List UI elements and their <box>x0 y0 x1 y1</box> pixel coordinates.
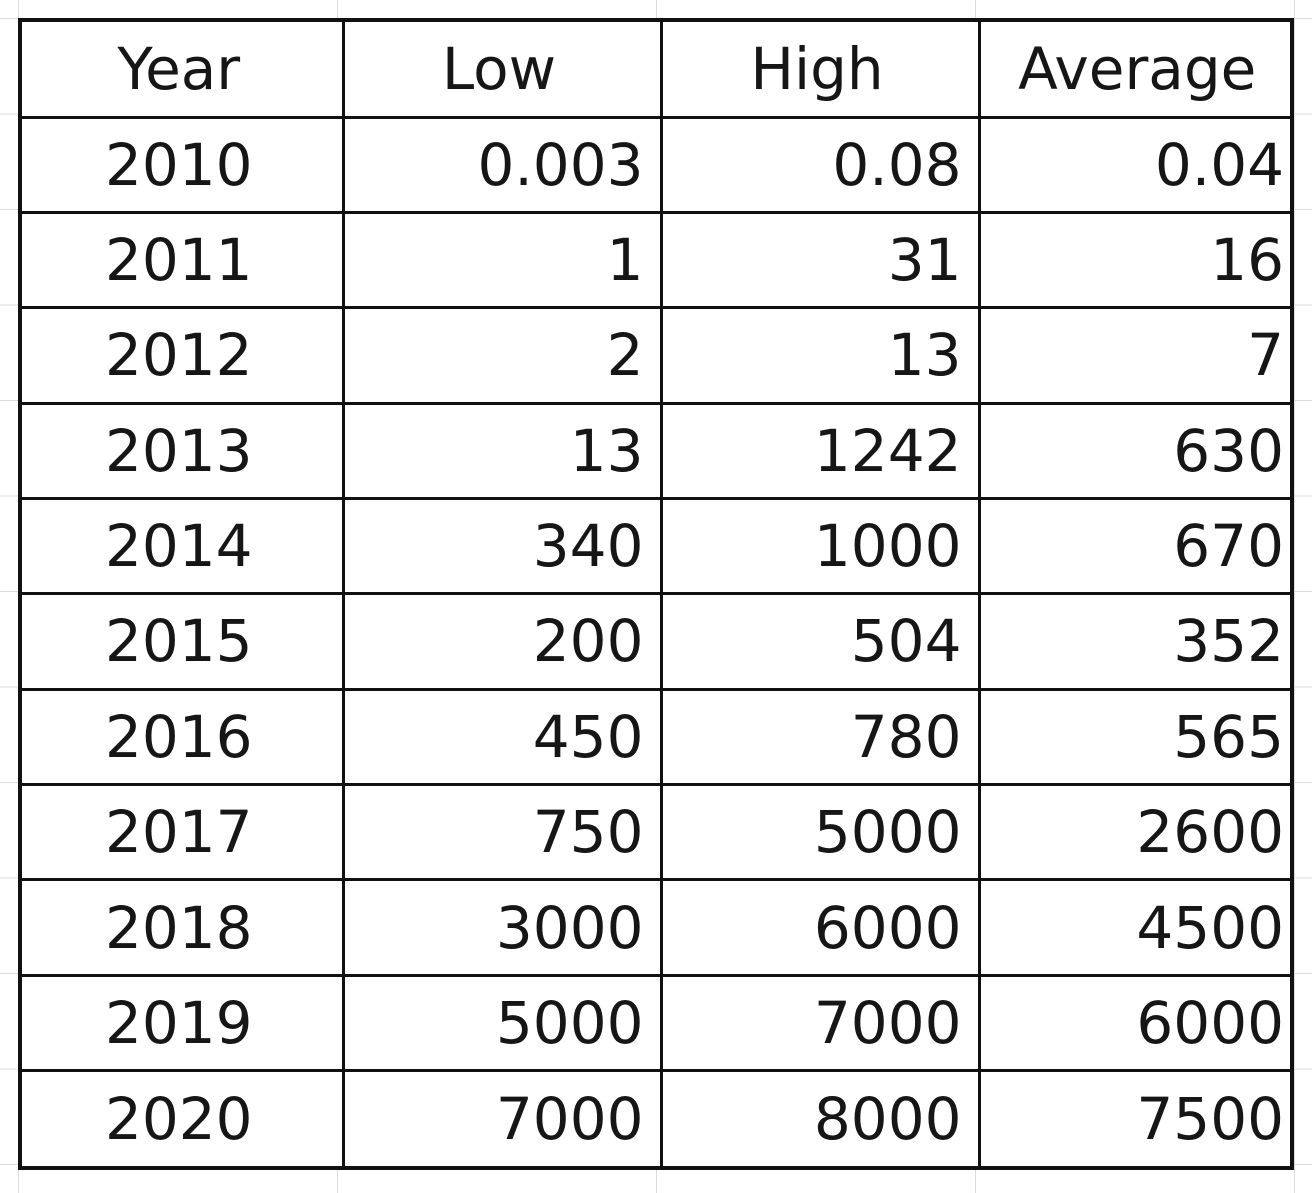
average-cell[interactable]: 4500 <box>977 878 1294 977</box>
high-cell[interactable]: 7000 <box>659 973 981 1073</box>
low-cell[interactable]: 7000 <box>341 1069 663 1166</box>
average-cell[interactable]: 2600 <box>977 783 1294 882</box>
average-cell[interactable]: 565 <box>977 687 1294 787</box>
high-cell[interactable]: 0.08 <box>659 115 981 214</box>
low-cell[interactable]: 200 <box>341 592 663 691</box>
header-cell-average[interactable]: Average <box>977 22 1294 119</box>
high-cell[interactable]: 31 <box>659 210 981 310</box>
year-cell[interactable]: 2013 <box>22 401 345 500</box>
table-row: 2013 13 1242 630 <box>22 401 1294 500</box>
low-cell[interactable]: 2 <box>341 306 663 405</box>
year-cell[interactable]: 2018 <box>22 878 345 977</box>
table-row: 2020 7000 8000 7500 <box>22 1069 1294 1166</box>
low-cell[interactable]: 5000 <box>341 973 663 1073</box>
year-cell[interactable]: 2016 <box>22 687 345 787</box>
year-cell[interactable]: 2012 <box>22 306 345 405</box>
year-cell[interactable]: 2019 <box>22 973 345 1073</box>
average-cell[interactable]: 7 <box>977 306 1294 405</box>
table-row: 2015 200 504 352 <box>22 592 1294 691</box>
header-cell-year[interactable]: Year <box>22 22 345 119</box>
table-row: 2018 3000 6000 4500 <box>22 878 1294 977</box>
high-cell[interactable]: 13 <box>659 306 981 405</box>
high-cell[interactable]: 1000 <box>659 496 981 596</box>
year-cell[interactable]: 2020 <box>22 1069 345 1166</box>
average-cell[interactable]: 670 <box>977 496 1294 596</box>
low-cell[interactable]: 1 <box>341 210 663 310</box>
average-cell[interactable]: 630 <box>977 401 1294 500</box>
low-cell[interactable]: 0.003 <box>341 115 663 214</box>
header-cell-low[interactable]: Low <box>341 22 663 119</box>
average-cell[interactable]: 7500 <box>977 1069 1294 1166</box>
table-row: 2012 2 13 7 <box>22 306 1294 405</box>
year-cell[interactable]: 2010 <box>22 115 345 214</box>
table-row: 2019 5000 7000 6000 <box>22 973 1294 1073</box>
low-cell[interactable]: 3000 <box>341 878 663 977</box>
average-cell[interactable]: 6000 <box>977 973 1294 1073</box>
high-cell[interactable]: 6000 <box>659 878 981 977</box>
year-cell[interactable]: 2015 <box>22 592 345 691</box>
yearly-low-high-average-table: Year Low High Average 2010 0.003 0.08 0.… <box>22 22 1294 1166</box>
header-cell-high[interactable]: High <box>659 22 981 119</box>
high-cell[interactable]: 5000 <box>659 783 981 882</box>
year-cell[interactable]: 2014 <box>22 496 345 596</box>
average-cell[interactable]: 0.04 <box>977 115 1294 214</box>
low-cell[interactable]: 13 <box>341 401 663 500</box>
table-row: 2017 750 5000 2600 <box>22 783 1294 882</box>
average-cell[interactable]: 16 <box>977 210 1294 310</box>
low-cell[interactable]: 450 <box>341 687 663 787</box>
average-cell[interactable]: 352 <box>977 592 1294 691</box>
high-cell[interactable]: 504 <box>659 592 981 691</box>
year-cell[interactable]: 2011 <box>22 210 345 310</box>
table-row: 2010 0.003 0.08 0.04 <box>22 115 1294 214</box>
low-cell[interactable]: 340 <box>341 496 663 596</box>
high-cell[interactable]: 8000 <box>659 1069 981 1166</box>
table-row: 2014 340 1000 670 <box>22 496 1294 596</box>
low-cell[interactable]: 750 <box>341 783 663 882</box>
year-cell[interactable]: 2017 <box>22 783 345 882</box>
data-table-container: Year Low High Average 2010 0.003 0.08 0.… <box>18 18 1294 1170</box>
table-header-row: Year Low High Average <box>22 22 1294 119</box>
high-cell[interactable]: 1242 <box>659 401 981 500</box>
high-cell[interactable]: 780 <box>659 687 981 787</box>
table-row: 2016 450 780 565 <box>22 687 1294 787</box>
table-row: 2011 1 31 16 <box>22 210 1294 310</box>
